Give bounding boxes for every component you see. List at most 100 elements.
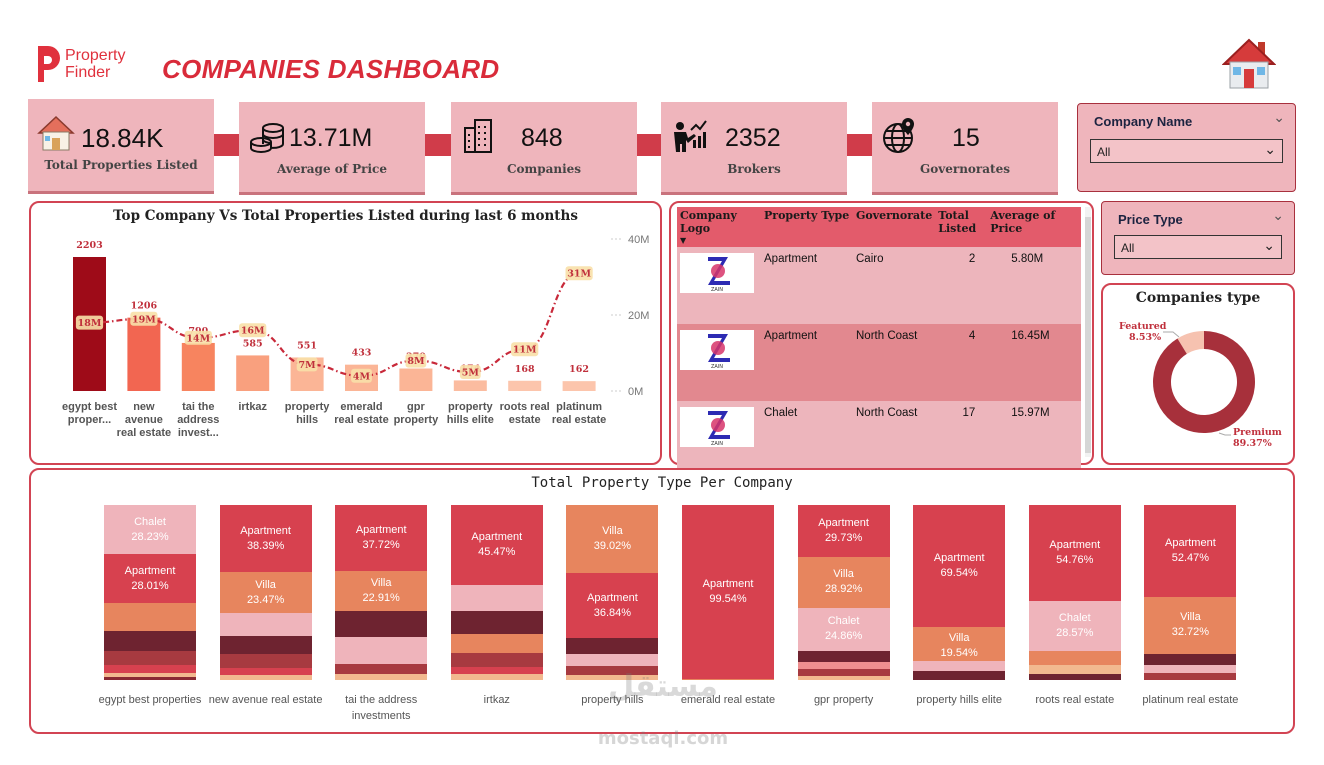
stack-segment[interactable] bbox=[219, 674, 312, 680]
stacked-column[interactable]: Apartment 38.39% Villa 23.47% bbox=[219, 505, 312, 680]
stack-segment[interactable] bbox=[219, 572, 312, 614]
stack-segment[interactable] bbox=[219, 667, 312, 675]
stack-segment[interactable] bbox=[104, 650, 196, 665]
featured-slice-name: Featured bbox=[1119, 321, 1167, 332]
stack-segment[interactable] bbox=[335, 637, 428, 664]
stack-segment[interactable] bbox=[682, 679, 774, 680]
stack-segment[interactable] bbox=[913, 626, 1006, 661]
stack-segment[interactable] bbox=[1144, 654, 1237, 665]
stack-segment[interactable] bbox=[335, 663, 428, 675]
stack-segment[interactable] bbox=[219, 636, 312, 654]
stack-segment[interactable] bbox=[219, 613, 312, 636]
company-name-slicer[interactable]: Company Name ⌄ All ⌄ bbox=[1077, 103, 1296, 192]
col-header-total-listed[interactable]: Total Listed bbox=[935, 207, 988, 247]
price-type-dropdown[interactable]: All ⌄ bbox=[1114, 235, 1282, 259]
stack-segment[interactable] bbox=[797, 607, 890, 652]
company-name-dropdown[interactable]: All ⌄ bbox=[1090, 139, 1283, 163]
stack-segment[interactable] bbox=[104, 554, 196, 604]
stack-segment[interactable] bbox=[450, 673, 543, 680]
col-header-property-type[interactable]: Property Type bbox=[761, 207, 853, 247]
table-row[interactable]: ZAIN Apartment Cairo 2 5.80M bbox=[677, 247, 1081, 324]
stack-segment[interactable] bbox=[219, 505, 312, 573]
stack-segment[interactable] bbox=[913, 505, 1006, 627]
stack-segment[interactable] bbox=[104, 603, 196, 632]
stack-segment[interactable] bbox=[104, 664, 196, 674]
stack-segment[interactable] bbox=[566, 653, 659, 666]
logo-text-line1: Property bbox=[65, 47, 126, 64]
bar[interactable] bbox=[399, 368, 433, 391]
table-row[interactable]: ZAIN Apartment North Coast 4 16.45M bbox=[677, 324, 1081, 401]
stack-segment[interactable] bbox=[1144, 673, 1237, 680]
average-price-line[interactable] bbox=[89, 272, 580, 377]
stacked-column[interactable]: Apartment 69.54% Villa 19.54% bbox=[913, 505, 1006, 680]
bar[interactable] bbox=[181, 342, 215, 391]
stack-segment[interactable] bbox=[335, 674, 428, 680]
stack-segment[interactable] bbox=[1028, 673, 1121, 680]
stack-segment[interactable] bbox=[219, 653, 312, 668]
stack-segment[interactable] bbox=[335, 571, 428, 612]
donut-slice-premium[interactable] bbox=[1153, 331, 1255, 433]
stack-segment[interactable] bbox=[1028, 505, 1121, 601]
stack-segment[interactable] bbox=[797, 557, 890, 608]
stack-segment[interactable] bbox=[682, 505, 774, 680]
stack-segment[interactable] bbox=[797, 651, 890, 662]
stack-segment[interactable] bbox=[566, 573, 659, 638]
stack-segment[interactable] bbox=[450, 610, 543, 634]
price-data-label: 11M bbox=[513, 345, 537, 356]
segment-label: Chalet 28.57% bbox=[1029, 611, 1121, 641]
table-row[interactable]: ZAIN Chalet North Coast 17 15.97M bbox=[677, 401, 1081, 478]
stack-segment[interactable] bbox=[1144, 664, 1237, 674]
stack-segment[interactable] bbox=[104, 676, 196, 680]
bar[interactable] bbox=[562, 381, 596, 391]
chevron-down-icon[interactable]: ⌄ bbox=[1264, 141, 1276, 157]
stack-segment[interactable] bbox=[566, 665, 659, 675]
stack-segment[interactable] bbox=[450, 652, 543, 667]
bar[interactable] bbox=[453, 380, 487, 391]
stack-segment[interactable] bbox=[566, 637, 659, 654]
stacked-column[interactable]: Chalet 28.23% Apartment 28.01% bbox=[104, 505, 196, 680]
stack-segment[interactable] bbox=[566, 505, 659, 574]
stack-segment[interactable] bbox=[797, 675, 890, 680]
stacked-column[interactable]: Apartment 52.47% Villa 32.72% bbox=[1144, 505, 1237, 680]
bar[interactable] bbox=[127, 317, 161, 391]
stacked-column[interactable]: Apartment 37.72% Villa 22.91% bbox=[335, 505, 428, 680]
chevron-down-icon[interactable]: ⌄ bbox=[1263, 237, 1275, 253]
stack-segment[interactable] bbox=[566, 674, 659, 680]
stack-segment[interactable] bbox=[1144, 596, 1237, 655]
stack-segment[interactable] bbox=[104, 505, 196, 555]
stack-segment[interactable] bbox=[335, 505, 428, 571]
stack-segment[interactable] bbox=[797, 661, 890, 669]
price-type-slicer[interactable]: Price Type ⌄ All ⌄ bbox=[1101, 201, 1295, 275]
stacked-column[interactable]: Apartment 45.47% bbox=[450, 505, 543, 680]
stack-segment[interactable] bbox=[450, 633, 543, 653]
stack-segment[interactable] bbox=[1028, 650, 1121, 665]
collapse-icon[interactable]: ⌄ bbox=[1273, 110, 1285, 126]
stacked-column[interactable]: Apartment 54.76% Chalet 28.57% bbox=[1028, 505, 1121, 680]
stack-segment[interactable] bbox=[913, 660, 1006, 672]
stack-segment[interactable] bbox=[335, 611, 428, 638]
col-header-company-logo[interactable]: Company Logo ▼ bbox=[677, 207, 761, 247]
stacked-column[interactable]: Villa 39.02% Apartment 36.84% bbox=[566, 505, 659, 680]
col-header-governorate[interactable]: Governorate bbox=[853, 207, 936, 247]
table-scrollbar-thumb[interactable] bbox=[1085, 217, 1091, 453]
stacked-column[interactable]: Apartment 99.54% bbox=[682, 505, 774, 680]
stack-segment[interactable] bbox=[1028, 600, 1121, 651]
stack-segment[interactable] bbox=[797, 668, 890, 676]
stack-segment[interactable] bbox=[104, 673, 196, 677]
stack-segment[interactable] bbox=[913, 671, 1006, 680]
stacked-column[interactable]: Apartment 29.73% Villa 28.92% Chalet 24.86% bbox=[797, 505, 890, 680]
stack-segment[interactable] bbox=[450, 584, 543, 611]
stack-segment[interactable] bbox=[104, 631, 196, 651]
bar[interactable] bbox=[508, 380, 542, 391]
stack-segment[interactable] bbox=[1144, 505, 1237, 597]
stack-segment[interactable] bbox=[797, 505, 890, 558]
col-header-average-price[interactable]: Average of Price bbox=[987, 207, 1081, 247]
bar[interactable] bbox=[236, 355, 270, 391]
stack-segment[interactable] bbox=[1028, 664, 1121, 674]
home-icon[interactable] bbox=[1222, 36, 1276, 92]
sort-down-icon[interactable]: ▼ bbox=[680, 235, 687, 245]
donut-slice-featured[interactable] bbox=[1177, 331, 1204, 354]
stack-segment[interactable] bbox=[450, 505, 543, 585]
collapse-icon[interactable]: ⌄ bbox=[1272, 208, 1284, 224]
stack-segment[interactable] bbox=[450, 666, 543, 674]
